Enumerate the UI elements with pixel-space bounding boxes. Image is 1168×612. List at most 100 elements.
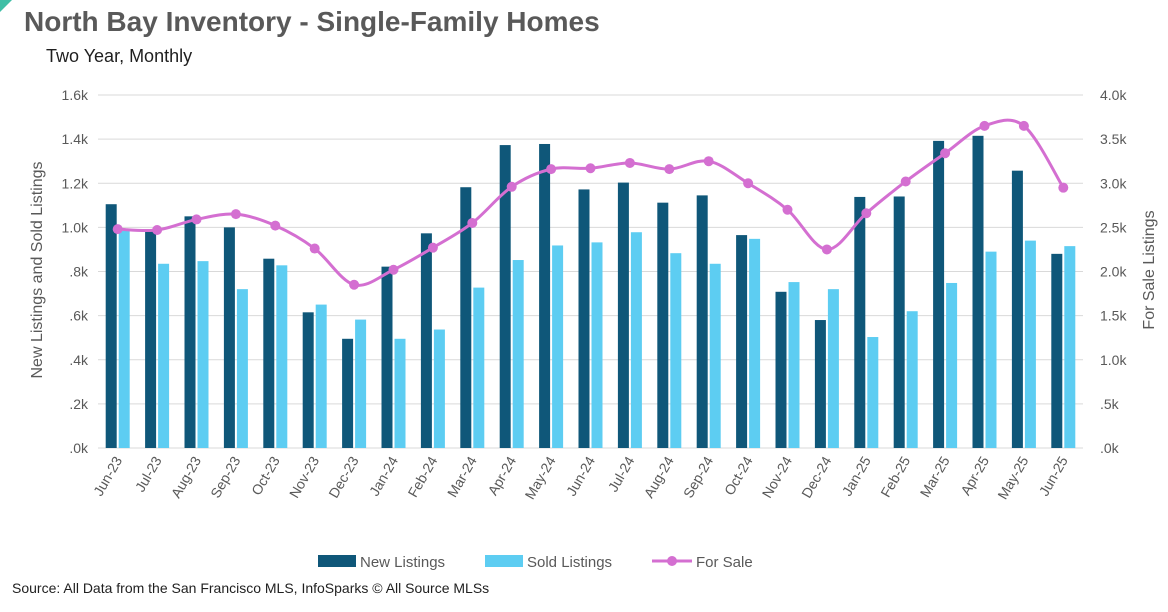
- bar-new-listings: [420, 233, 432, 448]
- x-tick-label: Jul-24: [605, 453, 638, 494]
- bar-new-listings: [775, 291, 787, 448]
- bar-sold-listings: [709, 263, 721, 448]
- bar-new-listings: [578, 189, 590, 449]
- right-tick-label: .5k: [1100, 396, 1120, 412]
- for-sale-point: [427, 242, 438, 253]
- x-tick-label: Sep-24: [680, 453, 717, 500]
- bar-sold-listings: [355, 319, 367, 448]
- corner-accent-mark: [0, 0, 12, 12]
- left-tick-label: 1.6k: [62, 87, 89, 103]
- bar-sold-listings: [946, 282, 958, 448]
- x-axis-ticks: Jun-23 Jul-23 Aug-23 Sep-23 Oct-23 Nov-23 Dec-…: [90, 453, 1071, 502]
- bar-sold-listings: [1024, 240, 1036, 448]
- bar-new-listings: [696, 195, 708, 448]
- bar-sold-listings: [749, 238, 761, 448]
- right-tick-label: 1.5k: [1100, 308, 1127, 324]
- bar-new-listings: [933, 140, 945, 448]
- bar-sold-listings: [197, 261, 209, 448]
- chart-subtitle: Two Year, Monthly: [46, 46, 193, 66]
- legend: New Listings Sold Listings For Sale: [318, 554, 753, 571]
- for-sale-point: [664, 164, 675, 175]
- bar-sold-listings: [315, 304, 327, 448]
- bar-new-listings: [657, 202, 669, 448]
- for-sale-point: [546, 164, 557, 175]
- right-tick-label: 2.5k: [1100, 219, 1127, 235]
- bar-new-listings: [184, 216, 196, 448]
- legend-swatch-new-listings: [318, 555, 356, 567]
- right-tick-label: 1.0k: [1100, 352, 1127, 368]
- x-tick-label: Jun-25: [1036, 453, 1071, 498]
- right-tick-label: 3.5k: [1100, 131, 1127, 147]
- for-sale-point: [940, 148, 951, 159]
- x-tick-label: Apr-24: [484, 453, 519, 498]
- x-tick-label: Jun-23: [90, 453, 125, 498]
- for-sale-point: [1018, 120, 1029, 131]
- bar-sold-listings: [276, 265, 288, 448]
- bar-new-listings: [617, 182, 629, 448]
- bar-new-listings: [145, 230, 157, 448]
- legend-label-sold-listings: Sold Listings: [527, 554, 612, 571]
- x-tick-label: Feb-24: [404, 453, 440, 500]
- source-note: Source: All Data from the San Francisco …: [12, 580, 490, 596]
- bar-new-listings: [814, 320, 826, 448]
- x-tick-label: Nov-24: [759, 453, 796, 500]
- bar-sold-listings: [1064, 246, 1076, 448]
- left-tick-label: 1.0k: [62, 219, 89, 235]
- bar-sold-listings: [473, 287, 485, 448]
- bar-new-listings: [342, 338, 354, 448]
- bar-sold-listings: [433, 329, 445, 448]
- for-sale-point: [230, 209, 241, 220]
- legend-label-for-sale: For Sale: [696, 554, 753, 571]
- x-tick-label: Jun-24: [563, 453, 598, 498]
- left-tick-label: .2k: [69, 396, 89, 412]
- left-axis-title: New Listings and Sold Listings: [29, 161, 46, 378]
- bar-sold-listings: [394, 338, 406, 448]
- bar-new-listings: [499, 145, 511, 448]
- for-sale-point: [585, 163, 596, 174]
- x-tick-label: Mar-25: [917, 453, 953, 500]
- x-tick-label: Dec-24: [798, 453, 835, 500]
- x-tick-label: May-24: [521, 453, 558, 502]
- bar-sold-listings: [591, 242, 603, 448]
- bar-sold-listings: [867, 337, 879, 448]
- gridlines: [98, 94, 1083, 449]
- bar-new-listings: [1011, 170, 1023, 448]
- for-sale-point: [861, 208, 872, 219]
- for-sale-point: [703, 156, 714, 167]
- for-sale-point: [821, 244, 832, 255]
- x-tick-label: Aug-23: [168, 453, 205, 500]
- bar-sold-listings: [788, 282, 800, 448]
- legend-label-new-listings: New Listings: [360, 554, 445, 571]
- for-sale-point: [349, 279, 360, 290]
- bar-new-listings: [223, 227, 235, 448]
- bar-new-listings: [736, 235, 748, 448]
- x-tick-label: May-25: [994, 453, 1031, 502]
- for-sale-point: [467, 217, 478, 228]
- bar-sold-listings: [985, 251, 997, 448]
- bar-new-listings: [972, 135, 984, 449]
- for-sale-point: [112, 224, 123, 235]
- right-tick-label: 4.0k: [1100, 87, 1127, 103]
- right-tick-label: 2.0k: [1100, 264, 1127, 280]
- bar-sold-listings: [630, 232, 642, 448]
- bar-new-listings: [893, 196, 905, 448]
- bar-new-listings: [854, 196, 866, 448]
- for-sale-point: [624, 157, 635, 168]
- x-tick-label: Sep-23: [207, 453, 244, 500]
- x-tick-label: Aug-24: [640, 453, 677, 500]
- for-sale-point: [309, 243, 320, 254]
- bar-sold-listings: [158, 263, 170, 448]
- x-tick-label: Mar-24: [444, 453, 480, 500]
- x-tick-label: Nov-23: [286, 453, 323, 500]
- bar-sold-listings: [236, 289, 248, 448]
- left-tick-label: .0k: [69, 440, 89, 456]
- x-tick-label: Feb-25: [877, 453, 913, 500]
- right-tick-label: .0k: [1100, 440, 1120, 456]
- for-sale-point: [506, 181, 517, 192]
- for-sale-line-series: [112, 118, 1069, 290]
- right-axis-title: For Sale Listings: [1141, 210, 1158, 329]
- left-tick-label: .8k: [69, 264, 89, 280]
- bar-new-listings: [1051, 253, 1063, 448]
- for-sale-point: [743, 178, 754, 189]
- x-tick-label: Dec-23: [325, 453, 362, 500]
